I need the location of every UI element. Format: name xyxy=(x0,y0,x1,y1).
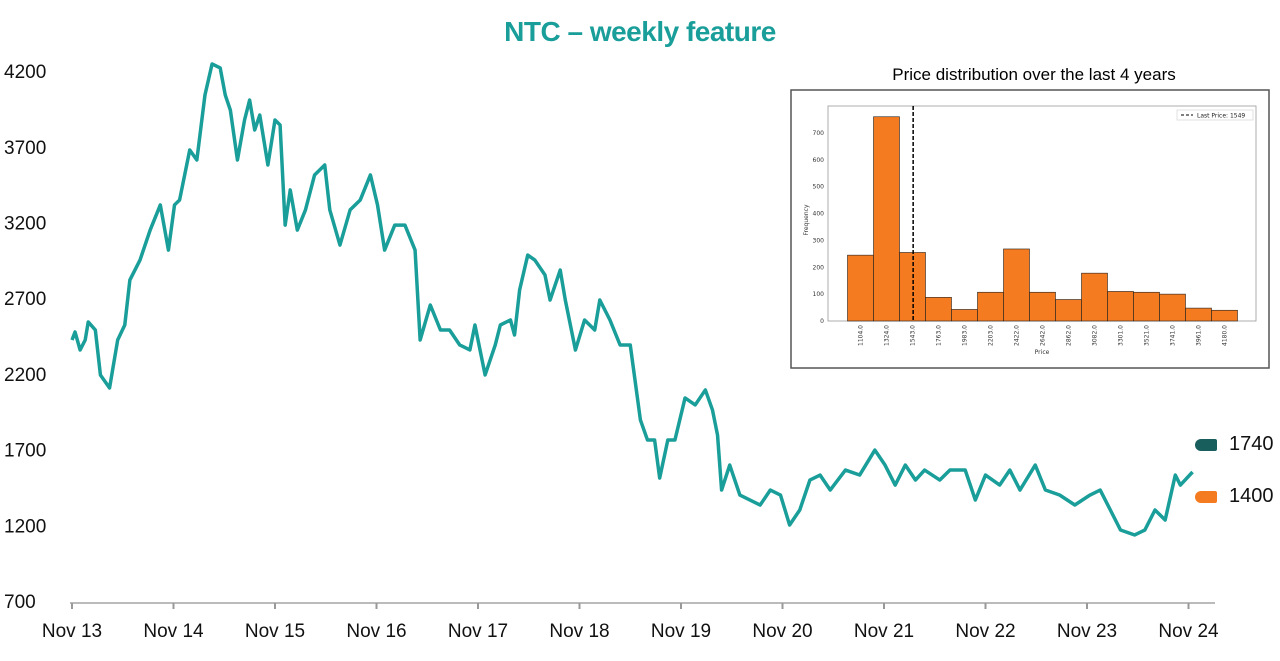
histogram-x-tick: 1763.0 xyxy=(936,325,943,346)
histogram-x-tick: 4180.0 xyxy=(1222,325,1229,346)
histogram-x-tick: 3301.0 xyxy=(1118,325,1125,346)
x-tick-label: Nov 16 xyxy=(346,621,406,642)
histogram-bar xyxy=(1185,307,1212,322)
legend-item-1740: 1740 xyxy=(1195,433,1274,456)
histogram-y-tick: 0 xyxy=(820,318,824,325)
histogram-y-tick: 100 xyxy=(813,291,825,298)
y-tick-label: 2200 xyxy=(4,365,46,386)
y-tick-label: 3700 xyxy=(4,138,46,159)
histogram-title: Price distribution over the last 4 years xyxy=(892,65,1175,84)
x-tick-label: Nov 19 xyxy=(651,621,711,642)
x-tick-label: Nov 18 xyxy=(549,621,609,642)
histogram-x-tick: 2422.0 xyxy=(1014,325,1021,346)
legend-label: 1400 xyxy=(1229,485,1274,507)
histogram-x-tick: 3521.0 xyxy=(1144,325,1151,346)
histogram-bar xyxy=(1055,299,1082,322)
histogram-x-tick: 2862.0 xyxy=(1066,325,1073,346)
histogram-ylabel: Frequency xyxy=(803,204,810,235)
histogram-bar xyxy=(977,291,1004,322)
histogram-bar xyxy=(951,309,978,322)
histogram-bar xyxy=(1133,291,1160,322)
histogram-x-tick: 1324.0 xyxy=(884,325,891,346)
histogram-bar xyxy=(1081,272,1108,322)
histogram-y-tick: 200 xyxy=(813,264,825,271)
histogram-y-tick: 700 xyxy=(813,130,825,137)
y-tick-label: 3200 xyxy=(4,214,46,235)
y-tick-label: 1200 xyxy=(4,516,46,537)
x-tick-label: Nov 13 xyxy=(42,621,102,642)
x-tick-label: Nov 17 xyxy=(448,621,508,642)
x-tick-label: Nov 23 xyxy=(1057,621,1117,642)
legend-item-1400: 1400 xyxy=(1195,485,1274,508)
legend-swatch-orange xyxy=(1195,490,1217,503)
x-tick-label: Nov 15 xyxy=(245,621,305,642)
histogram-bar xyxy=(873,116,900,322)
histogram-x-tick: 1983.0 xyxy=(962,325,969,346)
histogram-x-tick: 3082.0 xyxy=(1092,325,1099,346)
histogram-x-tick: 3961.0 xyxy=(1196,325,1203,346)
x-tick-label: Nov 24 xyxy=(1158,621,1219,642)
histogram-bar xyxy=(925,297,952,322)
histogram-bar xyxy=(847,254,874,322)
y-tick-label: 1700 xyxy=(4,441,46,462)
histogram-bar xyxy=(1159,293,1186,322)
histogram-bar xyxy=(1003,248,1030,322)
histogram-bar xyxy=(1211,309,1238,322)
histogram-y-tick: 400 xyxy=(813,211,825,218)
price-line xyxy=(70,62,1194,537)
histogram-x-tick: 2203.0 xyxy=(988,325,995,346)
y-tick-label: 700 xyxy=(4,592,36,613)
histogram-xlabel: Price xyxy=(1035,349,1050,356)
histogram-y-tick: 600 xyxy=(813,157,825,164)
legend-swatch-dark-teal xyxy=(1195,438,1217,451)
histogram-bar xyxy=(1107,291,1134,322)
x-tick-label: Nov 20 xyxy=(752,621,812,642)
histogram-y-tick: 300 xyxy=(813,237,825,244)
x-tick-label: Nov 14 xyxy=(143,621,204,642)
histogram-x-tick: 2642.0 xyxy=(1040,325,1047,346)
x-tick-label: Nov 22 xyxy=(955,621,1015,642)
legend-label: 1740 xyxy=(1229,433,1274,455)
histogram-x-tick: 3741.0 xyxy=(1170,325,1177,346)
histogram-inset: Price distribution over the last 4 years… xyxy=(790,65,1270,369)
histogram-y-tick: 500 xyxy=(813,184,825,191)
histogram-legend-label: Last Price: 1549 xyxy=(1197,113,1245,120)
histogram-legend-box xyxy=(1176,109,1254,121)
histogram-x-tick: 1543.0 xyxy=(910,325,917,346)
histogram-bar xyxy=(1029,291,1056,322)
y-tick-label: 2700 xyxy=(4,289,46,310)
histogram-x-tick: 1104.0 xyxy=(858,325,865,346)
x-tick-label: Nov 21 xyxy=(854,621,914,642)
y-tick-label: 4200 xyxy=(4,62,46,83)
chart-title: NTC – weekly feature xyxy=(504,16,776,47)
